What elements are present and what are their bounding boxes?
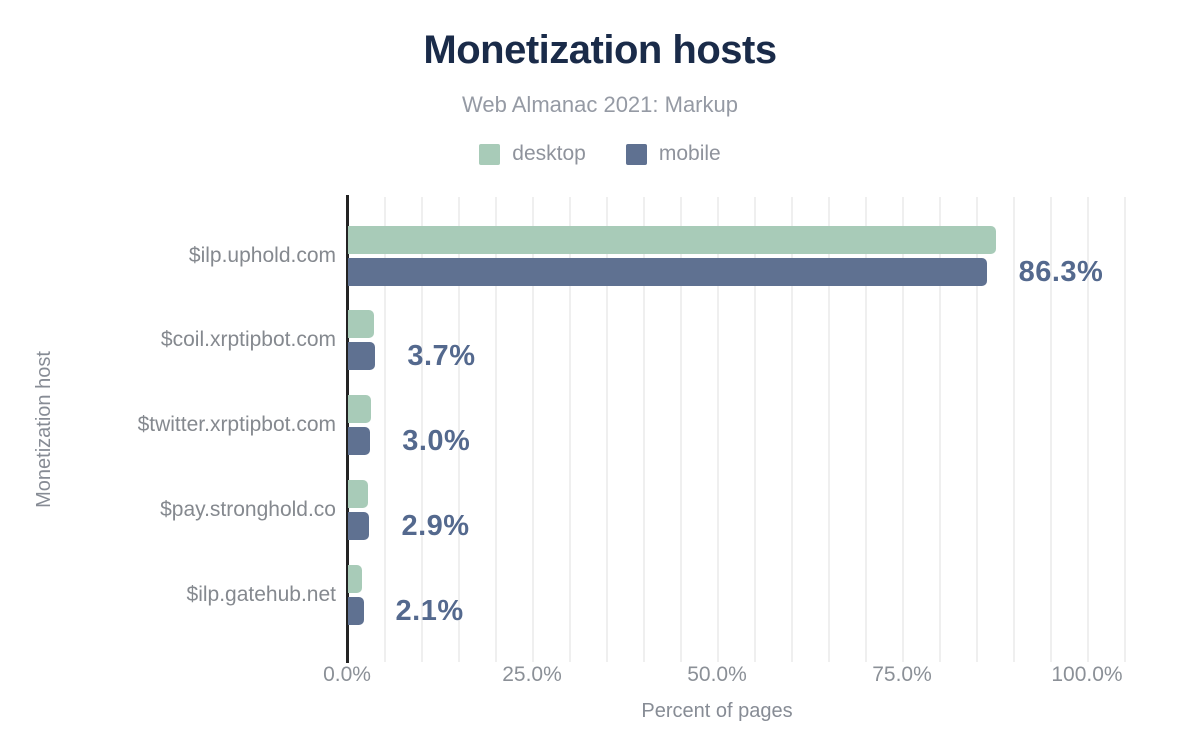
gridline	[717, 197, 719, 662]
desktop-bar	[348, 310, 374, 339]
legend-label-desktop: desktop	[512, 142, 586, 165]
category-label: $coil.xrptipbot.com	[160, 328, 336, 352]
gridline	[569, 197, 571, 662]
mobile-bar	[348, 257, 987, 286]
gridline	[791, 197, 793, 662]
x-tick-label: 75.0%	[872, 663, 932, 686]
mobile-bar	[348, 596, 364, 625]
value-label: 3.0%	[402, 425, 471, 457]
gridline	[865, 197, 867, 662]
gridline	[606, 197, 608, 662]
x-tick-label: 100.0%	[1051, 663, 1123, 686]
gridline	[384, 197, 386, 662]
x-tick-label: 25.0%	[502, 663, 562, 686]
mobile-bar	[348, 427, 371, 455]
category-label: $ilp.uphold.com	[188, 243, 336, 267]
gridline	[643, 197, 645, 662]
chart-title: Monetization hosts	[423, 28, 777, 72]
gridline	[532, 197, 534, 662]
x-tick-label: 0.0%	[323, 663, 371, 686]
plot-area: 86.3% 3.7% 3.0% 2.9% 2.1%	[346, 195, 1128, 663]
gridline	[458, 197, 460, 662]
gridline	[1050, 197, 1052, 662]
value-label: 2.1%	[395, 594, 464, 627]
gridline	[1013, 197, 1015, 662]
desktop-bar	[348, 225, 997, 254]
mobile-bar	[348, 342, 376, 371]
legend-label-mobile: mobile	[658, 142, 721, 165]
mobile-bar	[348, 511, 370, 540]
value-label: 86.3%	[1018, 255, 1104, 288]
value-label: 2.9%	[401, 509, 470, 542]
gridline	[1087, 197, 1089, 662]
desktop-bar	[348, 564, 363, 593]
gridline	[828, 197, 830, 662]
legend: desktop mobile	[0, 142, 1200, 166]
gridline	[976, 197, 978, 662]
gridline	[754, 197, 756, 662]
gridline	[680, 197, 682, 662]
gridline	[495, 197, 497, 662]
y-axis-line	[346, 195, 349, 663]
value-label: 3.7%	[407, 340, 476, 373]
desktop-bar	[348, 479, 368, 508]
mobile-swatch-icon	[625, 143, 647, 165]
category-label: $ilp.gatehub.net	[186, 582, 336, 606]
gridline	[421, 197, 423, 662]
chart-subtitle: Web Almanac 2021: Markup	[462, 92, 738, 117]
gridline	[939, 197, 941, 662]
desktop-bar	[348, 395, 371, 423]
x-axis-title: Percent of pages	[641, 700, 793, 722]
category-label: $twitter.xrptipbot.com	[137, 413, 336, 436]
x-tick-label: 50.0%	[687, 663, 747, 686]
desktop-swatch-icon	[479, 143, 501, 165]
gridline	[902, 197, 904, 662]
legend-item-desktop: desktop	[479, 142, 586, 166]
legend-item-mobile: mobile	[625, 142, 721, 166]
category-label: $pay.stronghold.co	[160, 497, 336, 521]
gridline	[1124, 197, 1126, 662]
